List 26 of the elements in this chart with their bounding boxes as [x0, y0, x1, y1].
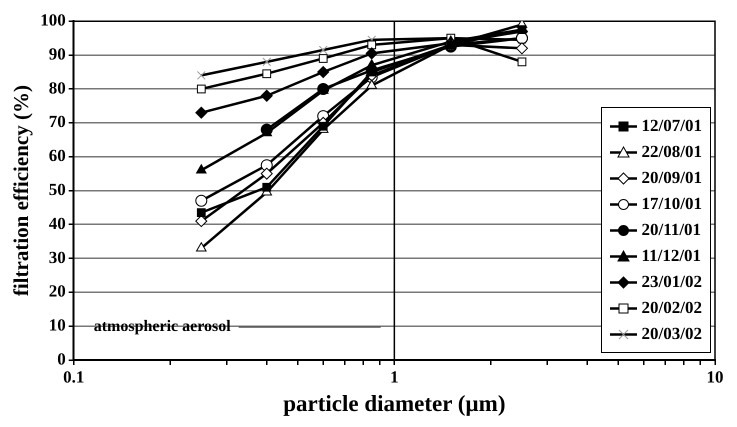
- y-tick-label: 40: [48, 214, 66, 233]
- y-tick-label: 90: [48, 44, 66, 64]
- legend-label: 17/10/01: [642, 194, 702, 214]
- y-tick-label: 70: [48, 112, 66, 132]
- y-tick-label: 20: [48, 282, 66, 301]
- legend-label: 20/02/02: [642, 298, 702, 318]
- x-axis-title: particle diameter (µm): [283, 391, 506, 416]
- y-tick-label: 100: [40, 10, 66, 30]
- y-tick-label: 10: [48, 316, 66, 335]
- legend-label: 23/01/02: [642, 272, 702, 292]
- annotation: atmospheric aerosol: [94, 318, 232, 336]
- legend-label: 12/07/01: [642, 116, 702, 136]
- y-tick-label: 0: [57, 349, 66, 368]
- y-tick-label: 80: [48, 78, 66, 98]
- y-axis-title: filtration efficiency (%): [9, 85, 34, 296]
- y-tick-label: 50: [48, 180, 66, 199]
- legend-label: 20/03/02: [642, 324, 702, 344]
- legend-label: 11/12/01: [642, 246, 702, 266]
- y-tick-label: 30: [48, 248, 66, 267]
- x-tick-label: 10: [706, 368, 724, 387]
- x-tick-label: 1: [390, 368, 399, 387]
- legend-label: 22/08/01: [642, 142, 702, 162]
- legend-label: 20/11/01: [642, 220, 702, 240]
- y-tick-label: 60: [48, 146, 66, 166]
- x-tick-label: 0.1: [63, 368, 84, 387]
- legend-label: 20/09/01: [642, 168, 702, 188]
